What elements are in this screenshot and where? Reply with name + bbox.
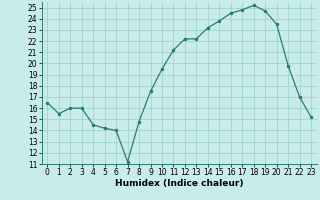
X-axis label: Humidex (Indice chaleur): Humidex (Indice chaleur) bbox=[115, 179, 244, 188]
